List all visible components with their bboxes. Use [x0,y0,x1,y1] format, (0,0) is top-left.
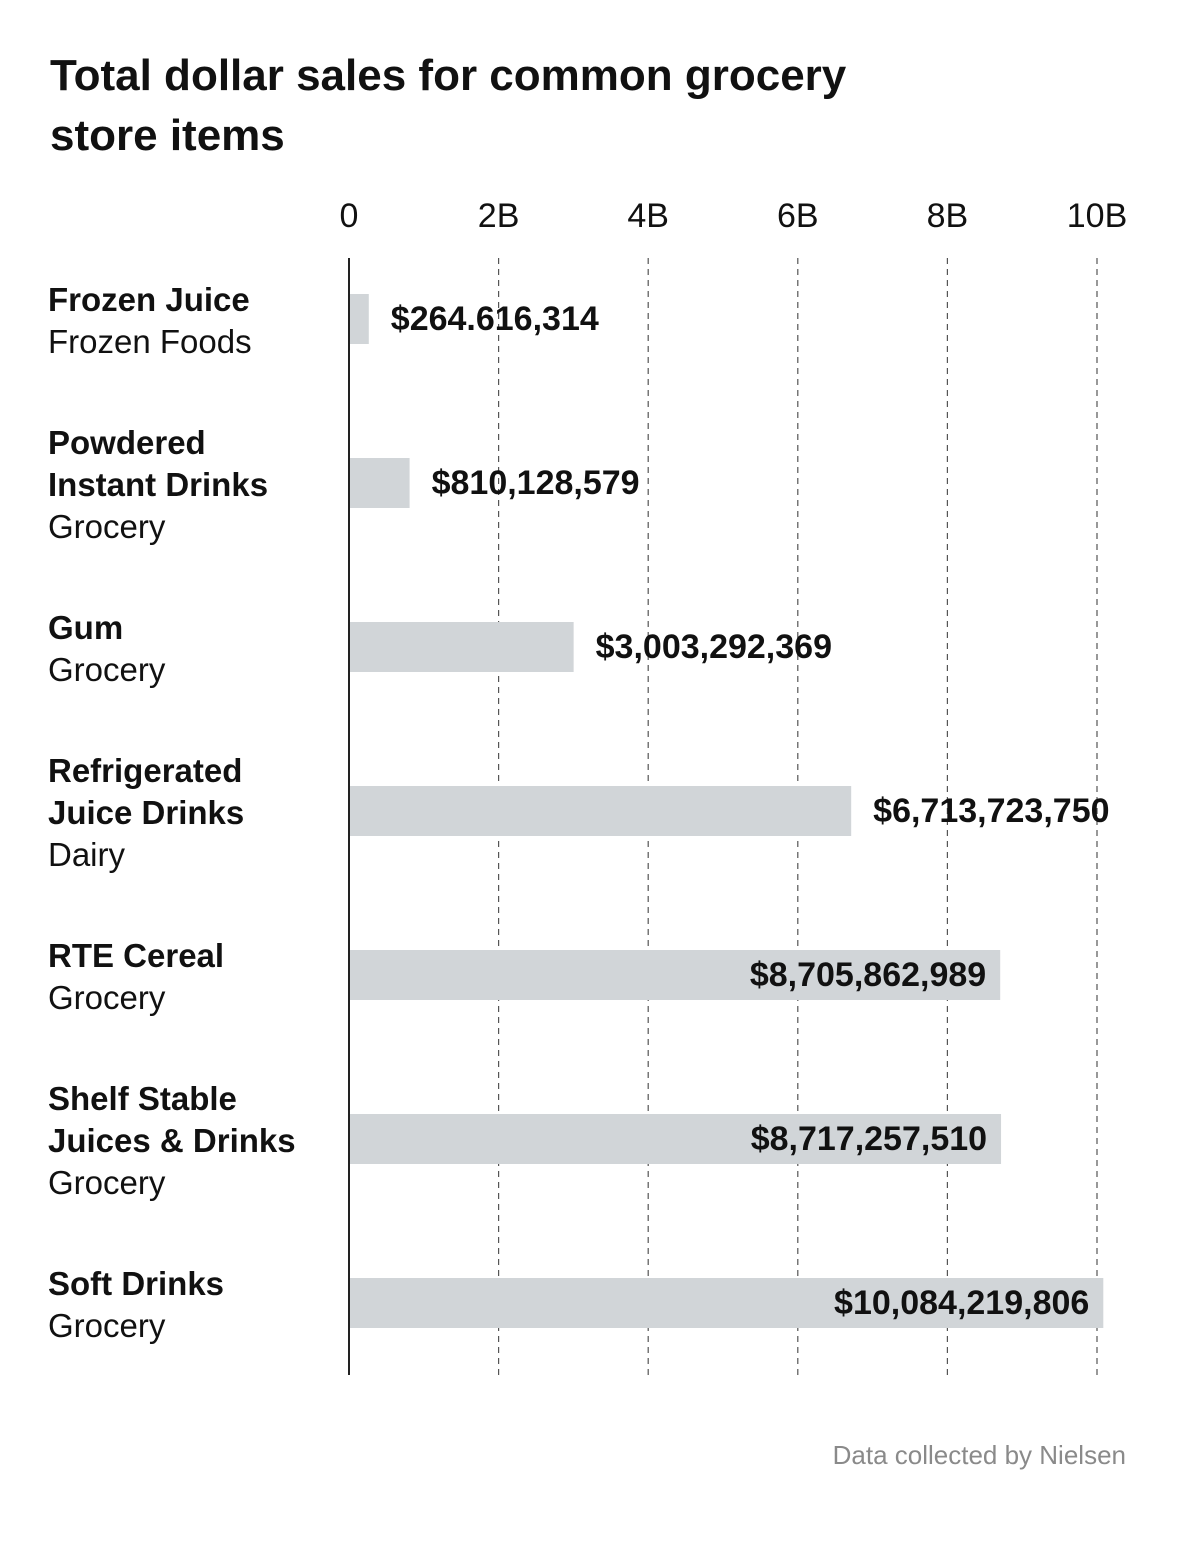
category-group: Dairy [48,836,126,873]
category-group: Grocery [48,979,166,1016]
category-name: Soft Drinks [48,1265,225,1302]
category-label: Soft Drinks Grocery [48,1263,323,1347]
category-name: RTE Cereal [48,937,225,974]
source-note: Data collected by Nielsen [832,1440,1126,1470]
bar [349,950,1001,1000]
category-label: Frozen Juice Frozen Foods [48,279,323,363]
x-tick-label: 2B [478,197,520,235]
category-name: Refrigerated Juice Drinks [48,752,245,831]
bar [349,1278,1104,1328]
category-label: RTE Cereal Grocery [48,935,323,1019]
category-label: Shelf Stable Juices & Drinks Grocery [48,1078,323,1204]
bar [349,1114,1002,1164]
value-label: $3,003,292,369 [596,628,832,666]
category-label: Gum Grocery [48,607,323,691]
value-label: $810,128,579 [432,464,640,502]
category-name: Gum [48,609,124,646]
category-group: Grocery [48,1307,166,1344]
value-label: $10,084,219,806 [834,1284,1089,1322]
x-tick-label: 10B [1067,197,1128,235]
category-group: Grocery [48,1164,166,1201]
category-name: Shelf Stable Juices & Drinks [48,1080,296,1159]
value-label: $8,717,257,510 [751,1120,987,1158]
bar [349,294,369,344]
value-label: $8,705,862,989 [750,956,986,994]
category-label: Powdered Instant Drinks Grocery [48,422,323,548]
category-name: Powdered Instant Drinks [48,424,269,503]
bar [349,622,574,672]
category-group: Frozen Foods [48,323,252,360]
x-tick-label: 6B [777,197,819,235]
x-tick-label: 8B [927,197,969,235]
bar [349,786,852,836]
category-label: Refrigerated Juice Drinks Dairy [48,750,323,876]
category-group: Grocery [48,508,166,545]
chart-title: Total dollar sales for common grocery st… [50,51,847,160]
x-tick-label: 4B [627,197,669,235]
category-name: Frozen Juice [48,281,250,318]
bar [349,458,410,508]
value-label: $6,713,723,750 [873,792,1109,830]
x-tick-label: 0 [340,197,359,235]
category-group: Grocery [48,651,166,688]
value-label: $264.616,314 [391,300,599,338]
